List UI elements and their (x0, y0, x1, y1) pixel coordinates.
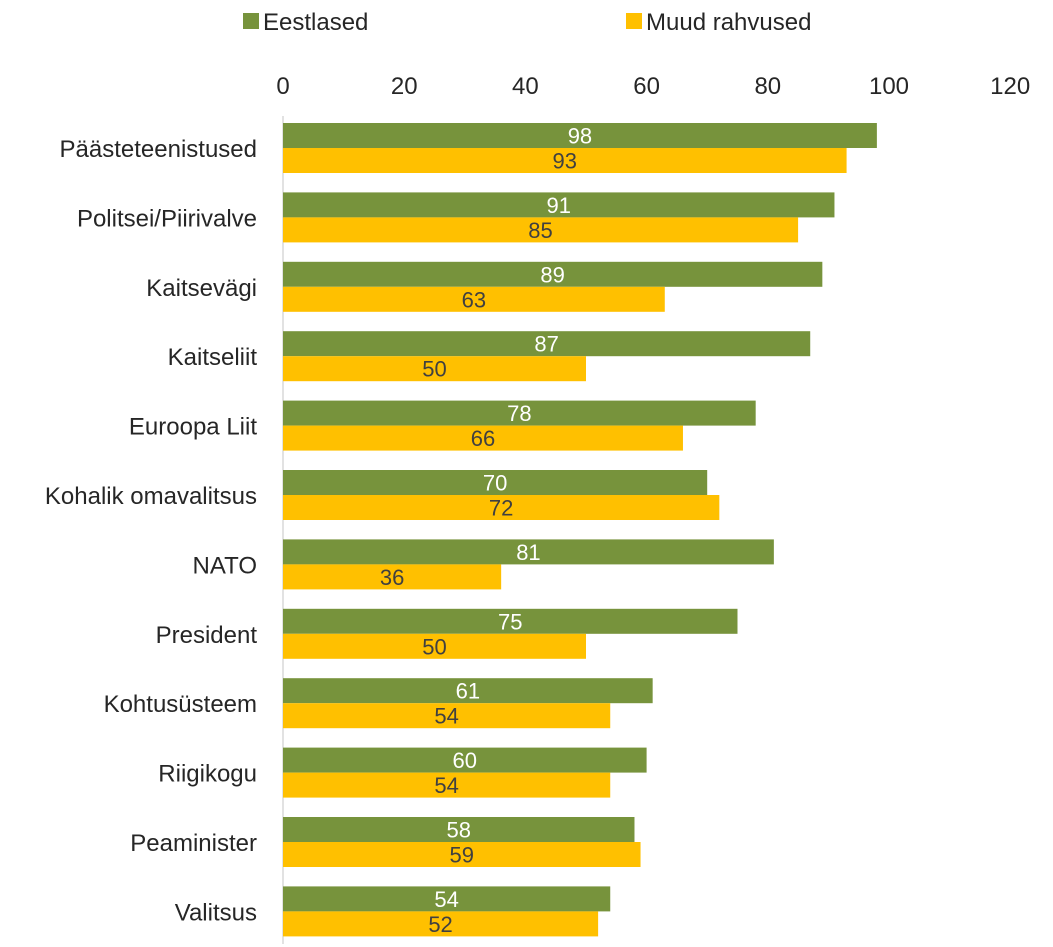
bar-eestlased (283, 470, 708, 495)
x-tick-label: 80 (754, 73, 781, 100)
data-label: 75 (498, 609, 522, 634)
category-label: Valitsus (175, 899, 257, 926)
bar-eestlased (283, 817, 635, 842)
data-label: 59 (450, 843, 474, 868)
category-label: President (156, 622, 258, 649)
data-label: 98 (568, 124, 592, 149)
data-label: 81 (516, 540, 540, 565)
data-label: 85 (528, 218, 552, 243)
x-tick-label: 100 (869, 73, 909, 100)
data-label: 78 (507, 401, 531, 426)
bar-eestlased (283, 331, 811, 357)
bar-eestlased (283, 678, 653, 704)
x-tick-label: 120 (990, 73, 1030, 100)
bar-eestlased (283, 747, 647, 773)
data-label: 91 (546, 193, 570, 218)
legend-swatch-0 (243, 13, 259, 29)
category-axis: Päästeteenistused Politsei/Piirivalve Kait… (45, 136, 257, 926)
data-label: 52 (428, 912, 452, 937)
category-label: Kaitsevägi (146, 275, 257, 302)
bar-eestlased (283, 192, 835, 218)
bar-muud-rahvused (283, 772, 611, 798)
bar-eestlased (283, 539, 774, 565)
x-tick-label: 20 (391, 73, 418, 100)
bar-muud-rahvused (283, 564, 502, 590)
category-label: Euroopa Liit (129, 414, 257, 441)
data-label: 50 (422, 357, 446, 382)
bar-muud-rahvused (283, 148, 847, 173)
data-label: 63 (462, 287, 486, 312)
legend-label-0: Eestlased (263, 9, 368, 36)
bar-muud-rahvused (283, 217, 799, 243)
x-tick-label: 40 (512, 73, 539, 100)
category-label: Riigikogu (158, 761, 257, 788)
data-label: 60 (453, 748, 477, 773)
data-label: 50 (422, 634, 446, 659)
x-axis-ticks: 0 20 40 60 80 100 120 (276, 73, 1030, 944)
category-label: Peaminister (130, 830, 257, 857)
category-label: Päästeteenistused (60, 136, 257, 163)
bar-muud-rahvused (283, 633, 586, 659)
data-label: 87 (534, 332, 558, 357)
bar-muud-rahvused (283, 425, 683, 451)
legend: Eestlased Muud rahvused (243, 9, 811, 36)
data-label: 54 (434, 773, 458, 798)
data-label: 58 (446, 818, 470, 843)
bar-muud-rahvused (283, 842, 641, 867)
bar-eestlased (283, 261, 823, 287)
data-label: 54 (434, 887, 458, 912)
data-label: 61 (456, 679, 480, 704)
data-label: 93 (553, 149, 577, 174)
category-label: Politsei/Piirivalve (77, 205, 257, 232)
bar-muud-rahvused (283, 703, 611, 729)
data-label: 89 (540, 262, 564, 287)
data-labels: 9893918589638750786670728136755061546054… (380, 124, 592, 937)
bar-eestlased (283, 400, 756, 426)
legend-swatch-1 (626, 13, 642, 29)
bars (283, 123, 877, 937)
bar-eestlased (283, 608, 738, 634)
bar-eestlased (283, 886, 611, 912)
data-label: 72 (489, 496, 513, 521)
x-tick-label: 60 (633, 73, 660, 100)
bar-muud-rahvused (283, 286, 665, 312)
category-label: Kohalik omavalitsus (45, 483, 257, 510)
category-label: NATO (193, 552, 257, 579)
legend-label-1: Muud rahvused (646, 9, 811, 36)
data-label: 54 (434, 704, 458, 729)
bar-eestlased (283, 123, 877, 148)
category-label: Kohtusüsteem (104, 691, 257, 718)
data-label: 70 (483, 471, 507, 496)
x-tick-label: 0 (276, 73, 289, 100)
bar-muud-rahvused (283, 495, 720, 520)
bar-muud-rahvused (283, 356, 586, 382)
data-label: 36 (380, 565, 404, 590)
bar-muud-rahvused (283, 911, 599, 937)
data-label: 66 (471, 426, 495, 451)
category-label: Kaitseliit (168, 344, 258, 371)
